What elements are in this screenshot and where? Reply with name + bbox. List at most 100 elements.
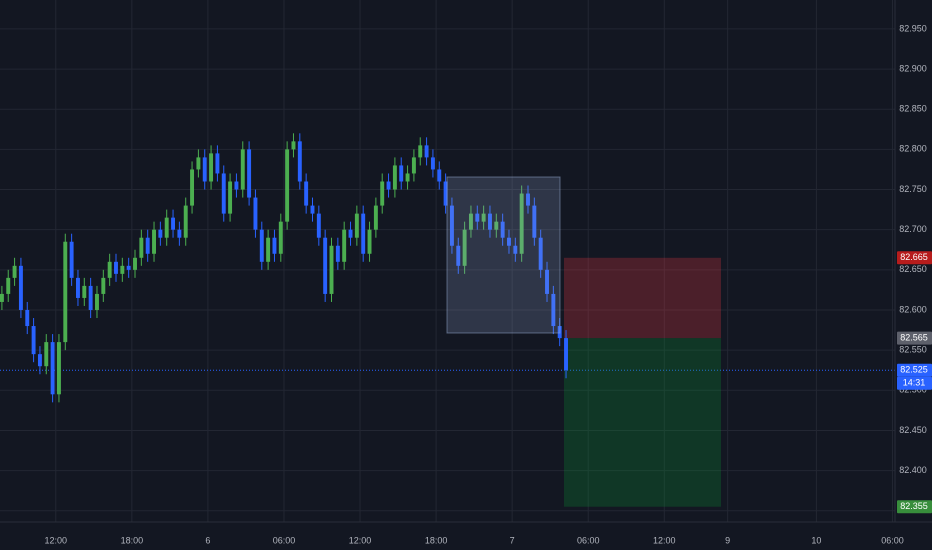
candle-body <box>304 181 309 206</box>
candle-body <box>443 181 448 206</box>
countdown: 14:31 <box>903 378 926 388</box>
axes: 82.35082.40082.45082.50082.55082.60082.6… <box>45 23 932 545</box>
candle-body <box>456 245 461 266</box>
candle-body <box>37 354 42 367</box>
candle-body <box>6 277 11 294</box>
y-tick-label: 82.450 <box>899 425 927 435</box>
x-tick-label: 12:00 <box>349 535 372 545</box>
grid <box>0 0 895 522</box>
candle-body <box>399 165 404 182</box>
candle-body <box>63 241 68 343</box>
x-tick-label: 7 <box>510 535 515 545</box>
countdown-bg <box>897 376 932 390</box>
entry-label: 82.565 <box>900 332 928 342</box>
candle-body <box>50 342 55 395</box>
candle-body <box>437 169 442 182</box>
candle-body <box>152 229 156 254</box>
candle-body <box>272 237 277 254</box>
candle-body <box>551 293 556 327</box>
candle-body <box>107 261 112 278</box>
candle-body <box>310 205 315 214</box>
candle-body <box>95 293 99 310</box>
candle-body <box>373 205 378 230</box>
candle-body <box>538 237 543 270</box>
candle-body <box>0 293 4 302</box>
candle-body <box>88 285 93 310</box>
candle-body <box>114 261 118 274</box>
candle-body <box>164 217 169 238</box>
candle-body <box>354 213 359 238</box>
candle-body <box>564 338 568 371</box>
candle-body <box>323 237 328 294</box>
x-tick-label: 18:00 <box>425 535 448 545</box>
candle-body <box>488 213 492 230</box>
candle-body <box>18 265 23 310</box>
candle-body <box>380 181 385 206</box>
candle-body <box>44 342 49 367</box>
candle-body <box>145 237 150 254</box>
y-tick-label: 82.750 <box>899 184 927 194</box>
candle-body <box>139 237 144 258</box>
candle-body <box>69 241 74 278</box>
candle-body <box>462 229 467 266</box>
stop-label: 82.665 <box>900 252 928 262</box>
candle-body <box>526 193 530 206</box>
candle-body <box>183 205 188 238</box>
candle-body <box>297 141 302 182</box>
candle-body <box>234 181 239 190</box>
y-tick-label: 82.950 <box>899 23 927 33</box>
x-tick-label: 10 <box>811 535 821 545</box>
candle-body <box>202 157 207 182</box>
candle-body <box>545 269 549 294</box>
drawings <box>564 257 721 507</box>
candle-body <box>259 229 264 262</box>
candle-body <box>221 173 226 214</box>
candle-body <box>253 197 258 230</box>
y-tick-label: 82.700 <box>899 224 927 234</box>
x-tick-label: 9 <box>725 535 730 545</box>
x-tick-label: 06:00 <box>577 535 600 545</box>
candle-body <box>177 229 182 238</box>
candles <box>0 133 568 403</box>
candle-body <box>247 149 252 198</box>
candle-body <box>348 229 353 238</box>
candle-body <box>507 237 511 246</box>
candle-body <box>82 285 87 298</box>
y-tick-label: 82.850 <box>899 104 927 114</box>
last-price-label-bg <box>897 363 932 377</box>
candle-body <box>285 149 290 222</box>
candle-body <box>25 309 30 327</box>
candle-body <box>228 181 233 214</box>
y-tick-label: 82.400 <box>899 465 927 475</box>
candle-body <box>240 149 245 190</box>
candle-body <box>215 153 220 174</box>
candle-body <box>386 181 391 190</box>
candle-body <box>335 245 340 262</box>
candle-body <box>468 213 473 230</box>
candle-body <box>424 145 429 158</box>
candle-body <box>12 265 17 278</box>
target-label-bg <box>897 500 932 514</box>
candle-body <box>196 157 201 170</box>
candle-body <box>75 277 80 298</box>
x-tick-label: 12:00 <box>45 535 68 545</box>
x-tick-label: 6 <box>205 535 210 545</box>
candle-body <box>342 229 347 262</box>
candle-body <box>430 157 435 170</box>
y-tick-label: 82.650 <box>899 264 927 274</box>
y-tick-label: 82.550 <box>899 345 927 355</box>
candle-body <box>392 165 397 190</box>
candle-body <box>126 265 131 270</box>
candle-body <box>190 169 195 206</box>
candle-body <box>158 229 163 238</box>
candle-body <box>405 173 410 182</box>
candle-body <box>171 217 176 230</box>
candle-body <box>101 277 106 294</box>
target-label: 82.355 <box>900 501 928 511</box>
candle-body <box>56 342 61 395</box>
candle-body <box>120 265 125 274</box>
rectangle-drawing[interactable] <box>446 176 561 334</box>
x-tick-label: 06:00 <box>881 535 904 545</box>
